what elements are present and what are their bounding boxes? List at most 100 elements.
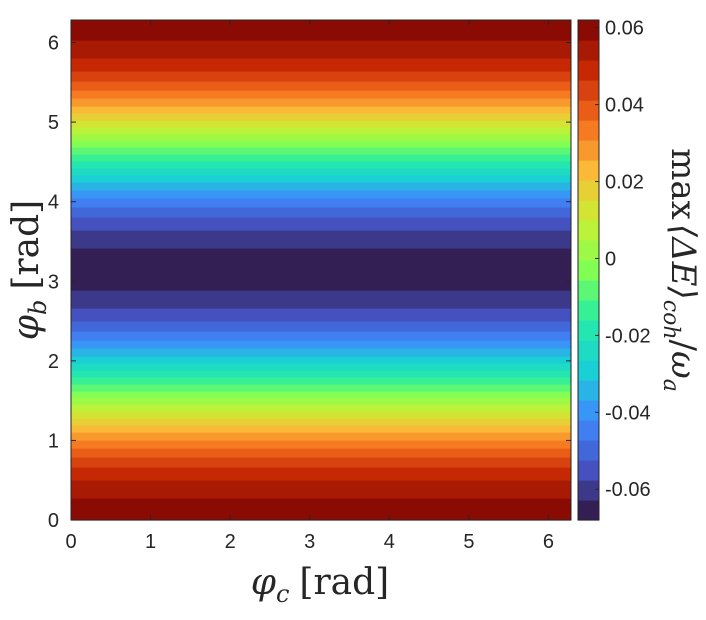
heatmap-band (71, 207, 571, 218)
colorbar-segment (578, 60, 599, 81)
colorbar-tick-label: -0.02 (605, 325, 651, 347)
heatmap-band (71, 467, 571, 481)
colorbar-segment (578, 160, 599, 181)
colorbar-title: max⟨ΔE⟩coh/ωa (658, 148, 703, 392)
colorbar-tick-label: -0.04 (605, 402, 651, 424)
heatmap-band (71, 113, 571, 121)
colorbar-tick-label: 0 (605, 248, 616, 270)
colorbar-segment (578, 100, 599, 121)
x-axis-symbol: φ (251, 562, 277, 603)
heatmap-band (71, 397, 571, 405)
y-axis: 0 1 2 3 4 5 6 (48, 33, 571, 532)
colorbar-tick-label: 0.06 (605, 18, 644, 40)
x-tick-label: 2 (225, 531, 236, 553)
x-axis: 0 1 2 3 4 5 6 (65, 20, 554, 553)
heatmap-band (71, 348, 571, 357)
heatmap-band (71, 498, 571, 521)
colorbar-segment (578, 420, 599, 441)
colorbar-segment (578, 200, 599, 221)
colorbar-segment (578, 120, 599, 141)
heatmap-band (71, 356, 571, 364)
x-tick-label: 1 (145, 531, 156, 553)
heatmap-band (71, 71, 571, 82)
colorbar-title-operator: max (663, 148, 703, 220)
y-tick-label: 2 (48, 351, 59, 373)
colorbar-frame (577, 19, 600, 521)
y-tick-label: 5 (48, 112, 59, 134)
colorbar-tick-label: -0.06 (605, 479, 651, 501)
colorbar (578, 20, 599, 521)
heatmap-band (71, 411, 571, 419)
heatmap-band (71, 404, 571, 412)
colorbar-axis: -0.06 -0.04 -0.02 0 0.02 0.04 0.06 (595, 18, 651, 501)
colorbar-title-symbol: ⟨ΔE⟩ (663, 224, 703, 300)
y-axis-symbol: φ (6, 314, 47, 340)
heatmap-band (71, 391, 571, 398)
colorbar-segment (578, 220, 599, 241)
heatmap-band (71, 457, 571, 468)
x-axis-unit: [rad] (299, 562, 389, 603)
y-tick-label: 3 (48, 271, 59, 293)
heatmap-band (71, 217, 571, 231)
y-tick-label: 1 (48, 430, 59, 452)
heatmap-band (71, 40, 571, 59)
heatmap-band (71, 440, 571, 449)
colorbar-title-divider: / (663, 340, 703, 352)
colorbar-segment (578, 80, 599, 101)
colorbar-segment (578, 460, 599, 481)
heatmap-band (71, 175, 571, 183)
colorbar-segment (578, 180, 599, 201)
colorbar-segment (578, 400, 599, 421)
heatmap-band (71, 331, 571, 341)
heatmap-band (71, 147, 571, 155)
heatmap-band (71, 377, 571, 385)
heatmap-band (71, 370, 571, 378)
heatmap-band (71, 120, 571, 128)
colorbar-segment (578, 360, 599, 381)
heatmap-band (71, 248, 571, 291)
heatmap-band (71, 384, 571, 392)
heatmap-band (71, 168, 571, 176)
heatmap-band (71, 230, 571, 249)
y-axis-unit: [rad] (6, 200, 47, 290)
y-tick-label: 0 (48, 510, 59, 532)
heatmap-band (71, 106, 571, 114)
colorbar-segment (578, 300, 599, 321)
heatmap-band (71, 190, 571, 199)
heatmap-band (71, 127, 571, 135)
heatmap-band (71, 98, 571, 107)
heatmap-band (71, 154, 571, 162)
heatmap-band (71, 480, 571, 499)
heatmap-band (71, 161, 571, 169)
heatmap-band (71, 20, 571, 41)
colorbar-tick-label: 0.04 (605, 95, 644, 117)
heatmap-band (71, 340, 571, 349)
colorbar-title-denominator-subscript: a (658, 379, 683, 392)
colorbar-segment (578, 20, 599, 41)
x-tick-label: 0 (65, 531, 76, 553)
heatmap-band (71, 182, 571, 191)
x-tick-label: 4 (384, 531, 395, 553)
heatmap-band (71, 81, 571, 91)
colorbar-segment (578, 320, 599, 341)
colorbar-segment (578, 440, 599, 461)
x-tick-label: 5 (463, 531, 474, 553)
colorbar-title-denominator: ω (663, 351, 703, 379)
heatmap-band (71, 290, 571, 309)
y-axis-title: φb [rad] (6, 200, 52, 340)
heatmap-band (71, 90, 571, 99)
heatmap-band (71, 58, 571, 72)
colorbar-segment (578, 140, 599, 161)
x-axis-subscript: c (276, 580, 289, 608)
colorbar-segment (578, 500, 599, 521)
plot-frame (70, 19, 572, 521)
heatmap-band (71, 198, 571, 208)
colorbar-segment (578, 260, 599, 281)
heatmap-band (71, 425, 571, 433)
heatmap-band (71, 432, 571, 441)
y-axis-subscript: b (24, 300, 52, 315)
heatmap-band (71, 141, 571, 148)
colorbar-segment (578, 480, 599, 501)
colorbar-segment (578, 40, 599, 61)
